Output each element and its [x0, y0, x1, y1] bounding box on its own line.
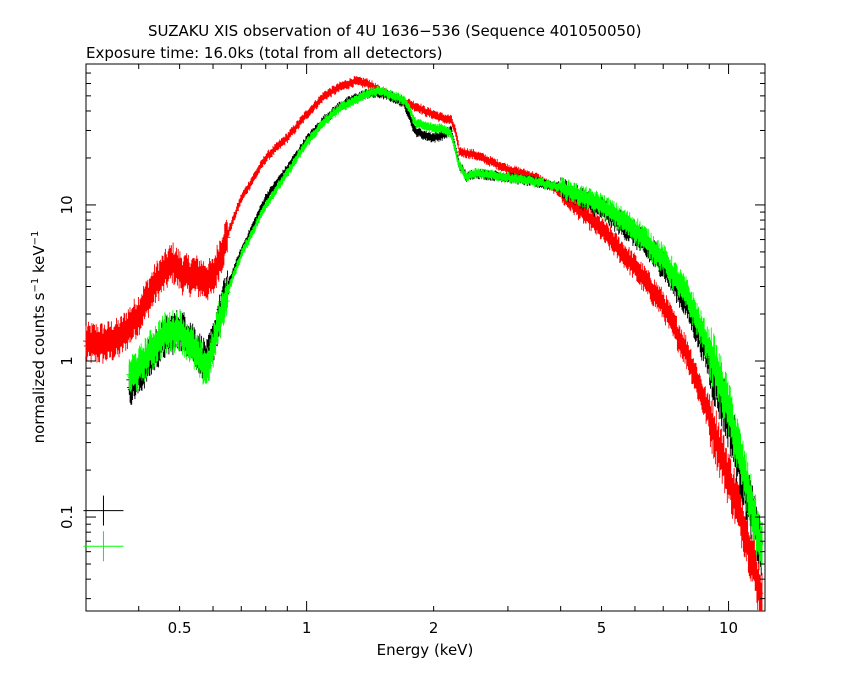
spectrum-series-1-errorbars — [126, 87, 764, 576]
y-tick-label: 0.1 — [58, 505, 76, 529]
chart-title: SUZAKU XIS observation of 4U 1636−536 (S… — [148, 22, 642, 40]
x-tick-label: 0.5 — [168, 619, 192, 637]
legend-marker-1 — [83, 531, 124, 562]
x-tick-label: 5 — [597, 619, 607, 637]
spectrum-series-1 — [126, 87, 764, 576]
x-tick-label: 1 — [302, 619, 312, 637]
y-tick-label: 10 — [58, 195, 76, 214]
chart-subtitle: Exposure time: 16.0ks (total from all de… — [86, 44, 443, 62]
legend-marker-0 — [83, 495, 124, 526]
x-axis-label: Energy (keV) — [377, 641, 474, 659]
spectrum-series-2-errorbars — [126, 85, 764, 571]
x-tick-label: 10 — [719, 619, 738, 637]
y-axis-label: normalized counts s−1 keV−1 — [30, 231, 48, 444]
series-layer — [83, 76, 764, 611]
axis-layer: 0.5 1 2 5 10 0.1 1 10 — [58, 63, 765, 637]
y-tick-label: 1 — [58, 356, 76, 366]
x-tick-label: 2 — [429, 619, 439, 637]
spectrum-series-2 — [126, 85, 764, 571]
